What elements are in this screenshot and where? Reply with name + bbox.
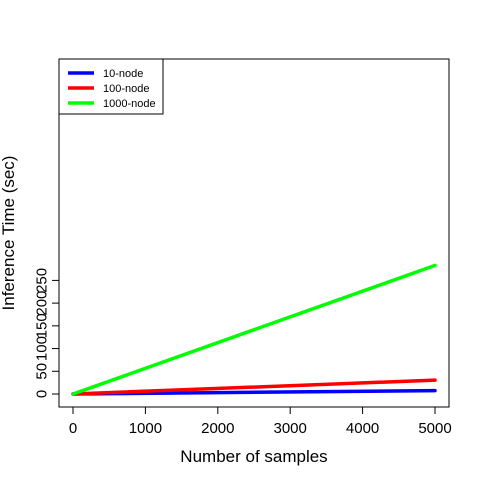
series-line-1000-node	[71, 263, 437, 396]
legend-label-10-node: 10-node	[103, 68, 143, 80]
y-axis-title: Inference Time (sec)	[0, 156, 18, 311]
x-tick-label: 5000	[418, 420, 451, 437]
y-tick-label: 50	[34, 363, 51, 380]
x-tick-label: 2000	[201, 420, 234, 437]
x-axis-title: Number of samples	[180, 447, 327, 466]
legend: 10-node 100-node 1000-node	[58, 58, 164, 115]
legend-label-1000-node: 1000-node	[103, 98, 156, 110]
x-tick-label: 4000	[346, 420, 379, 437]
y-tick-label: 150	[34, 313, 51, 338]
y-tick-label: 100	[34, 336, 51, 361]
x-axis: 0 1000 2000 3000 4000 5000	[69, 406, 452, 437]
x-tick-label: 0	[69, 420, 77, 437]
x-tick-label: 1000	[129, 420, 162, 437]
series-lines	[71, 263, 437, 396]
y-tick-label: 250	[34, 268, 51, 293]
y-tick-label: 200	[34, 291, 51, 316]
y-tick-label: 0	[34, 390, 51, 398]
legend-label-100-node: 100-node	[103, 83, 150, 95]
x-tick-label: 3000	[274, 420, 307, 437]
series-line-100-node	[71, 378, 437, 396]
